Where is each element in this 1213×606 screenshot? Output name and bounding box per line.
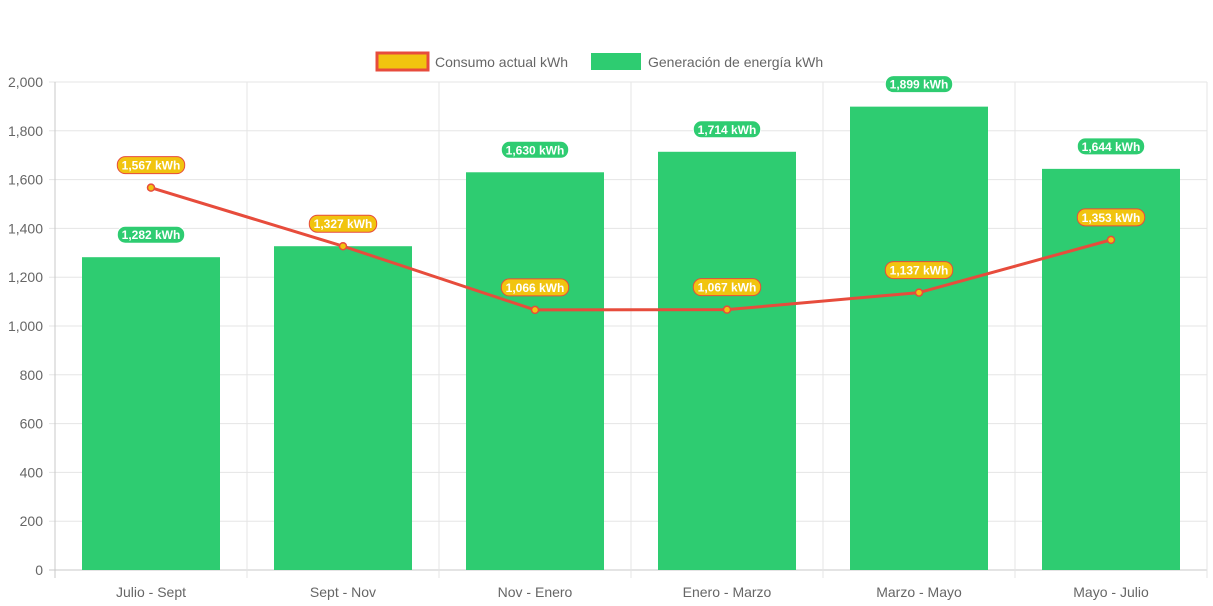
y-tick-label: 200	[20, 513, 44, 529]
x-tick-label: Nov - Enero	[498, 584, 573, 600]
bar-value-label: 1,899 kWh	[884, 75, 954, 94]
line-value-label-bg	[308, 214, 378, 233]
line-value-label: 1,327 kWh	[308, 214, 378, 233]
bar-value-label-bg	[116, 225, 186, 244]
line-series-consumo	[146, 183, 1116, 315]
line-value-label-text: 1,567 kWh	[122, 159, 181, 173]
legend-swatch-consumo[interactable]	[375, 51, 430, 72]
line-point-consumo[interactable]	[338, 241, 348, 251]
bar-value-label-bg	[500, 140, 570, 159]
data-labels: 1,282 kWh 1,327 kWh 1,630 kWh 1,714 kWh 1,89…	[116, 75, 1146, 297]
x-tick-label: Enero - Marzo	[683, 584, 772, 600]
y-tick-label: 1,800	[8, 123, 43, 139]
bar-value-label-bg	[884, 75, 954, 94]
line-point-consumo[interactable]	[722, 305, 732, 314]
line-point-consumo[interactable]	[1106, 235, 1116, 245]
bar-generacion[interactable]	[1042, 168, 1180, 570]
x-tick-label: Marzo - Mayo	[876, 584, 962, 600]
bar-value-label-text: 1,282 kWh	[122, 228, 181, 242]
y-tick-label: 800	[20, 367, 44, 383]
y-tick-label: 1,600	[8, 172, 43, 188]
line-value-label-bg	[1076, 208, 1146, 227]
y-tick-label: 1,000	[8, 318, 43, 334]
legend-swatch-generacion[interactable]	[591, 53, 641, 70]
legend: Consumo actual kWh Generación de energía…	[375, 51, 823, 72]
x-tick-label: Mayo - Julio	[1073, 584, 1149, 600]
bar-generacion[interactable]	[850, 106, 988, 571]
bar-value-label: 1,282 kWh	[116, 225, 186, 244]
x-tick-label: Sept - Nov	[310, 584, 376, 600]
line-consumo	[150, 186, 1112, 312]
line-value-label-bg	[116, 156, 186, 175]
line-value-label-text: 1,353 kWh	[1082, 211, 1141, 225]
y-tick-label: 1,400	[8, 220, 43, 236]
line-point-consumo[interactable]	[530, 305, 540, 315]
line-value-label: 1,567 kWh	[116, 156, 186, 175]
line-value-label-text: 1,067 kWh	[698, 281, 757, 295]
grid	[49, 81, 1208, 578]
line-value-label: 1,067 kWh	[692, 278, 762, 297]
bar-generacion[interactable]	[466, 172, 604, 570]
bar-value-label-text: 1,899 kWh	[890, 78, 949, 92]
y-tick-label: 400	[20, 464, 44, 480]
y-tick-label: 600	[20, 416, 44, 432]
y-tick-label: 1,200	[8, 269, 43, 285]
bar-value-label-text: 1,644 kWh	[1082, 140, 1141, 154]
line-value-label-bg	[692, 278, 762, 297]
x-tick-label: Julio - Sept	[116, 584, 186, 600]
bar-generacion[interactable]	[658, 151, 796, 570]
bar-value-label-bg	[1076, 137, 1146, 156]
line-value-label-text: 1,066 kWh	[506, 281, 565, 295]
legend-label-consumo[interactable]: Consumo actual kWh	[435, 54, 568, 70]
line-value-label-bg	[500, 278, 570, 297]
bar-value-label-text: 1,630 kWh	[506, 143, 565, 157]
line-value-label-text: 1,327 kWh	[314, 217, 373, 231]
line-value-label-text: 1,137 kWh	[890, 264, 949, 278]
bar-value-label: 1,644 kWh	[1076, 137, 1146, 156]
line-value-label: 1,137 kWh	[884, 261, 954, 280]
line-point-consumo[interactable]	[146, 183, 156, 192]
line-value-label-bg	[884, 261, 954, 280]
legend-label-generacion[interactable]: Generación de energía kWh	[648, 54, 823, 70]
line-value-label: 1,066 kWh	[500, 278, 570, 297]
bar-value-label: 1,714 kWh	[692, 120, 762, 139]
bar-value-label: 1,630 kWh	[500, 140, 570, 159]
y-tick-label: 2,000	[8, 74, 43, 90]
line-value-label: 1,353 kWh	[1076, 208, 1146, 227]
bar-generacion[interactable]	[274, 246, 412, 570]
line-point-consumo[interactable]	[914, 288, 924, 297]
bar-generacion[interactable]	[82, 257, 220, 570]
y-tick-label: 0	[35, 562, 43, 578]
bar-value-label-text: 1,714 kWh	[698, 123, 757, 137]
bar-value-label-bg	[692, 120, 762, 139]
axes: 0 200 400 600 800 1,000 1,200 1,400 1,600 1,800 2,…	[8, 74, 1149, 600]
